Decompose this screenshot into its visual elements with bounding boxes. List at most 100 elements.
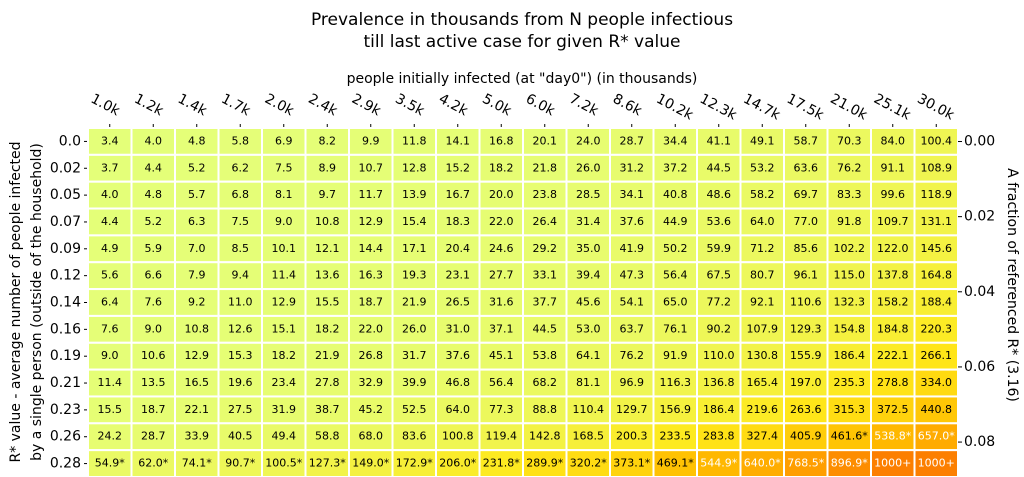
x-tick-label: 1.0k bbox=[88, 91, 123, 120]
heatmap-cell bbox=[217, 368, 263, 398]
x-axis-label: people initially infected (at "day0") (i… bbox=[347, 71, 698, 87]
cell-label: 4.9 bbox=[101, 242, 119, 255]
cell-label: 220.3 bbox=[921, 322, 953, 335]
heatmap-cell bbox=[739, 422, 785, 452]
cell-label: 372.5 bbox=[877, 403, 909, 416]
cell-label: 222.1 bbox=[877, 349, 909, 362]
cell-label: 130.8 bbox=[747, 349, 779, 362]
cell-label: 47.3 bbox=[620, 269, 645, 282]
heatmap-cell bbox=[522, 368, 568, 398]
cell-label: 99.6 bbox=[881, 188, 906, 201]
cell-label: 186.4 bbox=[834, 349, 866, 362]
cell-label: 172.9* bbox=[396, 457, 433, 470]
cell-label: 26.0 bbox=[402, 322, 427, 335]
cell-label: 27.7 bbox=[489, 269, 514, 282]
cell-label: 109.7 bbox=[877, 215, 909, 228]
heatmap-cell bbox=[391, 422, 437, 452]
cell-label: 24.0 bbox=[576, 134, 601, 147]
cell-label: 132.3 bbox=[834, 296, 866, 309]
cell-label: 4.8 bbox=[188, 134, 206, 147]
cell-label: 129.7 bbox=[616, 403, 648, 416]
cell-label: 116.3 bbox=[660, 376, 692, 389]
cell-label: 4.8 bbox=[145, 188, 163, 201]
cell-label: 37.6 bbox=[620, 215, 645, 228]
cell-label: 15.2 bbox=[446, 161, 471, 174]
cell-label: 34.1 bbox=[620, 188, 645, 201]
cell-label: 76.2 bbox=[837, 161, 862, 174]
x-tick-label: 4.2k bbox=[436, 91, 471, 120]
y-tick-label: 0.0 bbox=[59, 133, 81, 149]
cell-label: 28.7 bbox=[141, 430, 166, 443]
cell-label: 184.8 bbox=[877, 322, 909, 335]
cell-label: 266.1 bbox=[921, 349, 953, 362]
x-tick-label: 14.7k bbox=[740, 91, 783, 124]
heatmap-cell bbox=[783, 207, 829, 237]
x-tick-label: 17.5k bbox=[784, 91, 827, 124]
heatmap-cell bbox=[826, 314, 872, 344]
cell-label: 33.1 bbox=[533, 269, 558, 282]
heatmap-cell bbox=[217, 207, 263, 237]
heatmap-cell bbox=[913, 261, 959, 291]
cell-label: 235.3 bbox=[834, 376, 866, 389]
cell-label: 16.8 bbox=[489, 134, 514, 147]
cell-label: 91.1 bbox=[881, 161, 906, 174]
cell-label: 6.2 bbox=[232, 161, 250, 174]
cell-label: 18.2 bbox=[315, 322, 340, 335]
cell-label: 84.0 bbox=[881, 134, 906, 147]
heatmap-cell bbox=[391, 153, 437, 183]
cell-label: 88.8 bbox=[533, 403, 558, 416]
cell-label: 100.8 bbox=[442, 430, 474, 443]
heatmap-cell bbox=[348, 288, 394, 317]
cell-label: 33.9 bbox=[185, 430, 210, 443]
cell-label: 50.2 bbox=[663, 242, 688, 255]
cell-label: 45.1 bbox=[489, 349, 514, 362]
cell-label: 22.0 bbox=[359, 322, 384, 335]
heatmap-cell bbox=[913, 395, 959, 425]
cell-label: 90.2 bbox=[707, 322, 732, 335]
cell-label: 538.8* bbox=[874, 430, 911, 443]
cell-label: 37.2 bbox=[663, 161, 688, 174]
cell-label: 7.9 bbox=[188, 269, 206, 282]
cell-label: 100.5* bbox=[265, 457, 302, 470]
heatmap-cell bbox=[913, 153, 959, 183]
heatmap-cell bbox=[565, 314, 611, 344]
cell-label: 405.9 bbox=[790, 430, 822, 443]
cell-label: 110.6 bbox=[790, 296, 822, 309]
cell-label: 16.5 bbox=[185, 376, 210, 389]
cell-label: 56.4 bbox=[489, 376, 514, 389]
cell-label: 7.6 bbox=[101, 322, 119, 335]
cell-label: 9.0 bbox=[145, 322, 163, 335]
cell-label: 19.6 bbox=[228, 376, 253, 389]
cell-label: 12.8 bbox=[402, 161, 427, 174]
cell-label: 71.2 bbox=[750, 242, 775, 255]
cell-label: 5.9 bbox=[145, 242, 163, 255]
cell-label: 118.9 bbox=[921, 188, 953, 201]
cell-label: 440.8 bbox=[921, 403, 953, 416]
cell-label: 18.3 bbox=[446, 215, 471, 228]
heatmap-cell bbox=[522, 395, 568, 425]
y-tick-label: 0.28 bbox=[50, 456, 81, 472]
cell-label: 45.2 bbox=[359, 403, 384, 416]
cell-label: 278.8 bbox=[877, 376, 909, 389]
cell-label: 10.8 bbox=[315, 215, 340, 228]
cell-label: 41.1 bbox=[707, 134, 732, 147]
cell-label: 27.5 bbox=[228, 403, 253, 416]
heatmap-cell bbox=[130, 422, 176, 452]
heatmap-cell bbox=[174, 288, 220, 317]
cell-label: 145.6 bbox=[921, 242, 953, 255]
cell-label: 640.0* bbox=[744, 457, 781, 470]
cell-label: 136.8 bbox=[703, 376, 735, 389]
cell-label: 22.0 bbox=[489, 215, 514, 228]
x-tick-label: 7.2k bbox=[566, 91, 601, 120]
cell-label: 206.0* bbox=[439, 457, 476, 470]
cell-label: 283.8 bbox=[703, 430, 735, 443]
x-tick-label: 5.0k bbox=[479, 91, 514, 120]
heatmap-cell bbox=[609, 341, 655, 371]
heatmap-cell bbox=[304, 422, 350, 452]
heatmap-cell bbox=[565, 180, 611, 210]
heatmap-cell bbox=[826, 234, 872, 264]
heatmap-cell bbox=[565, 288, 611, 317]
cell-label: 11.0 bbox=[228, 296, 253, 309]
heatmap-cell bbox=[217, 449, 263, 477]
